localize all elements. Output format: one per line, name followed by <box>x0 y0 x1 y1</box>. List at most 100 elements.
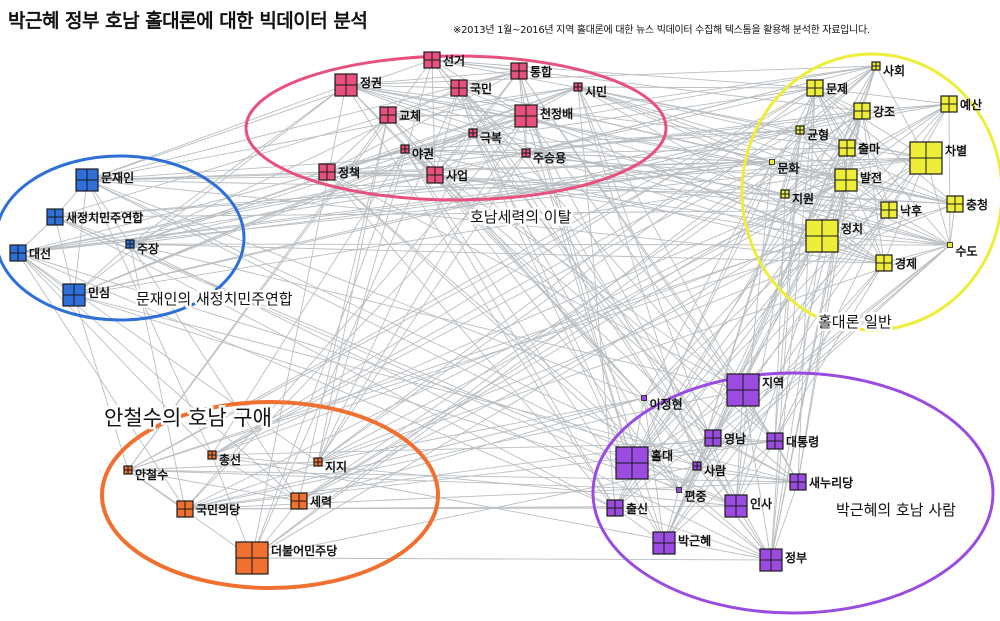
node-label: 국민 <box>470 81 492 96</box>
node-정책: 정책 <box>318 163 360 181</box>
edge-line <box>799 65 877 131</box>
edge-line <box>345 84 527 154</box>
node-홀대: 홀대 <box>615 446 673 480</box>
node-label: 대통령 <box>786 434 819 449</box>
edge-line <box>17 161 773 254</box>
edge-line <box>431 59 816 89</box>
edge-line <box>663 440 776 544</box>
node-label: 경제 <box>895 257 917 271</box>
edge-line <box>184 152 527 510</box>
edge-line <box>678 489 772 561</box>
edge-line <box>577 86 816 89</box>
edge-line <box>883 157 927 264</box>
node-국민의당: 국민의당 <box>176 500 240 518</box>
edge-line <box>387 86 579 116</box>
edge-line <box>631 235 823 464</box>
node-label: 교체 <box>399 108 421 123</box>
edge-line <box>184 179 847 510</box>
edge-line <box>211 161 773 456</box>
node-민심: 민심 <box>62 283 110 307</box>
node-문재인: 문재인 <box>75 168 134 192</box>
edge-line <box>799 103 950 131</box>
edge-line <box>696 129 801 467</box>
edge-line <box>525 87 816 154</box>
edge-line <box>211 454 300 502</box>
node-label: 박근혜 <box>678 533 711 548</box>
edge-line <box>784 87 816 195</box>
edge-line <box>525 152 737 507</box>
node-더불어민주당: 더불어민주당 <box>235 541 337 575</box>
edge-line <box>663 262 885 544</box>
node-예산: 예산 <box>940 95 982 113</box>
edge-line <box>129 243 772 561</box>
edge-line <box>696 244 951 467</box>
node-국민: 국민 <box>450 79 492 97</box>
cluster-ellipse-pink <box>244 54 668 202</box>
node-label: 지역 <box>762 375 784 390</box>
node-지원: 지원 <box>780 189 814 206</box>
edge-line <box>631 389 744 464</box>
edge-line <box>251 161 773 559</box>
edge-line <box>814 87 956 205</box>
node-정치: 정치 <box>805 219 863 253</box>
edge-line <box>631 462 799 483</box>
edge-line <box>472 65 877 134</box>
node-label: 출신 <box>626 501 648 516</box>
edge-line <box>458 87 633 464</box>
edge-line <box>883 244 951 264</box>
edge-line <box>211 454 737 507</box>
edge-line <box>643 397 680 491</box>
node-교체: 교체 <box>379 106 421 124</box>
node-세력: 세력 <box>290 492 332 510</box>
node-label: 더불어민주당 <box>271 543 337 558</box>
node-경제: 경제 <box>875 254 917 272</box>
node-이정현: 이정현 <box>641 395 683 411</box>
edge-line <box>345 84 460 89</box>
edge-line <box>17 157 927 254</box>
node-label: 정치 <box>841 221 863 236</box>
edge-line <box>814 87 950 105</box>
edge-line <box>821 235 951 246</box>
edge-line <box>784 110 863 195</box>
edge-line <box>861 110 890 211</box>
edge-line <box>472 70 520 134</box>
edge-line <box>211 87 816 456</box>
edge-line <box>774 129 801 442</box>
node-시민: 시민 <box>573 82 607 99</box>
edge-line <box>643 161 773 399</box>
edge-line <box>784 193 956 205</box>
node-강조: 강조 <box>853 102 895 120</box>
node-통합: 통합 <box>510 62 552 80</box>
edge-line <box>774 262 885 442</box>
edge-line <box>345 84 616 509</box>
node-영남: 영남 <box>704 429 746 447</box>
node-label: 시민 <box>585 84 607 99</box>
edge-line <box>799 129 927 159</box>
edge-line <box>431 59 527 117</box>
node-label: 주장 <box>137 242 159 256</box>
node-인사: 인사 <box>724 494 772 518</box>
edge-line <box>861 110 885 264</box>
node-label: 지지 <box>325 459 347 474</box>
cluster-label-blue: 문재인의 새정치민주연합 <box>136 290 293 308</box>
edge-line <box>184 397 645 510</box>
node-label: 천정배 <box>540 106 573 121</box>
node-새정치민주연합: 새정치민주연합 <box>46 208 143 226</box>
node-label: 수도 <box>956 244 978 258</box>
node-label: 낙후 <box>900 203 922 218</box>
node-충청: 충청 <box>946 195 988 213</box>
node-label: 통합 <box>530 64 552 79</box>
node-label: 문화 <box>778 160 800 175</box>
edge-line <box>54 157 927 218</box>
edge-line <box>54 216 75 296</box>
edge-line <box>821 103 950 237</box>
edge-line <box>845 103 950 181</box>
edge-line <box>184 440 776 510</box>
edge-line <box>317 397 645 463</box>
edge-line <box>127 59 433 471</box>
edge-line <box>797 87 816 483</box>
edge-line <box>127 469 300 502</box>
node-새누리당: 새누리당 <box>789 473 853 491</box>
